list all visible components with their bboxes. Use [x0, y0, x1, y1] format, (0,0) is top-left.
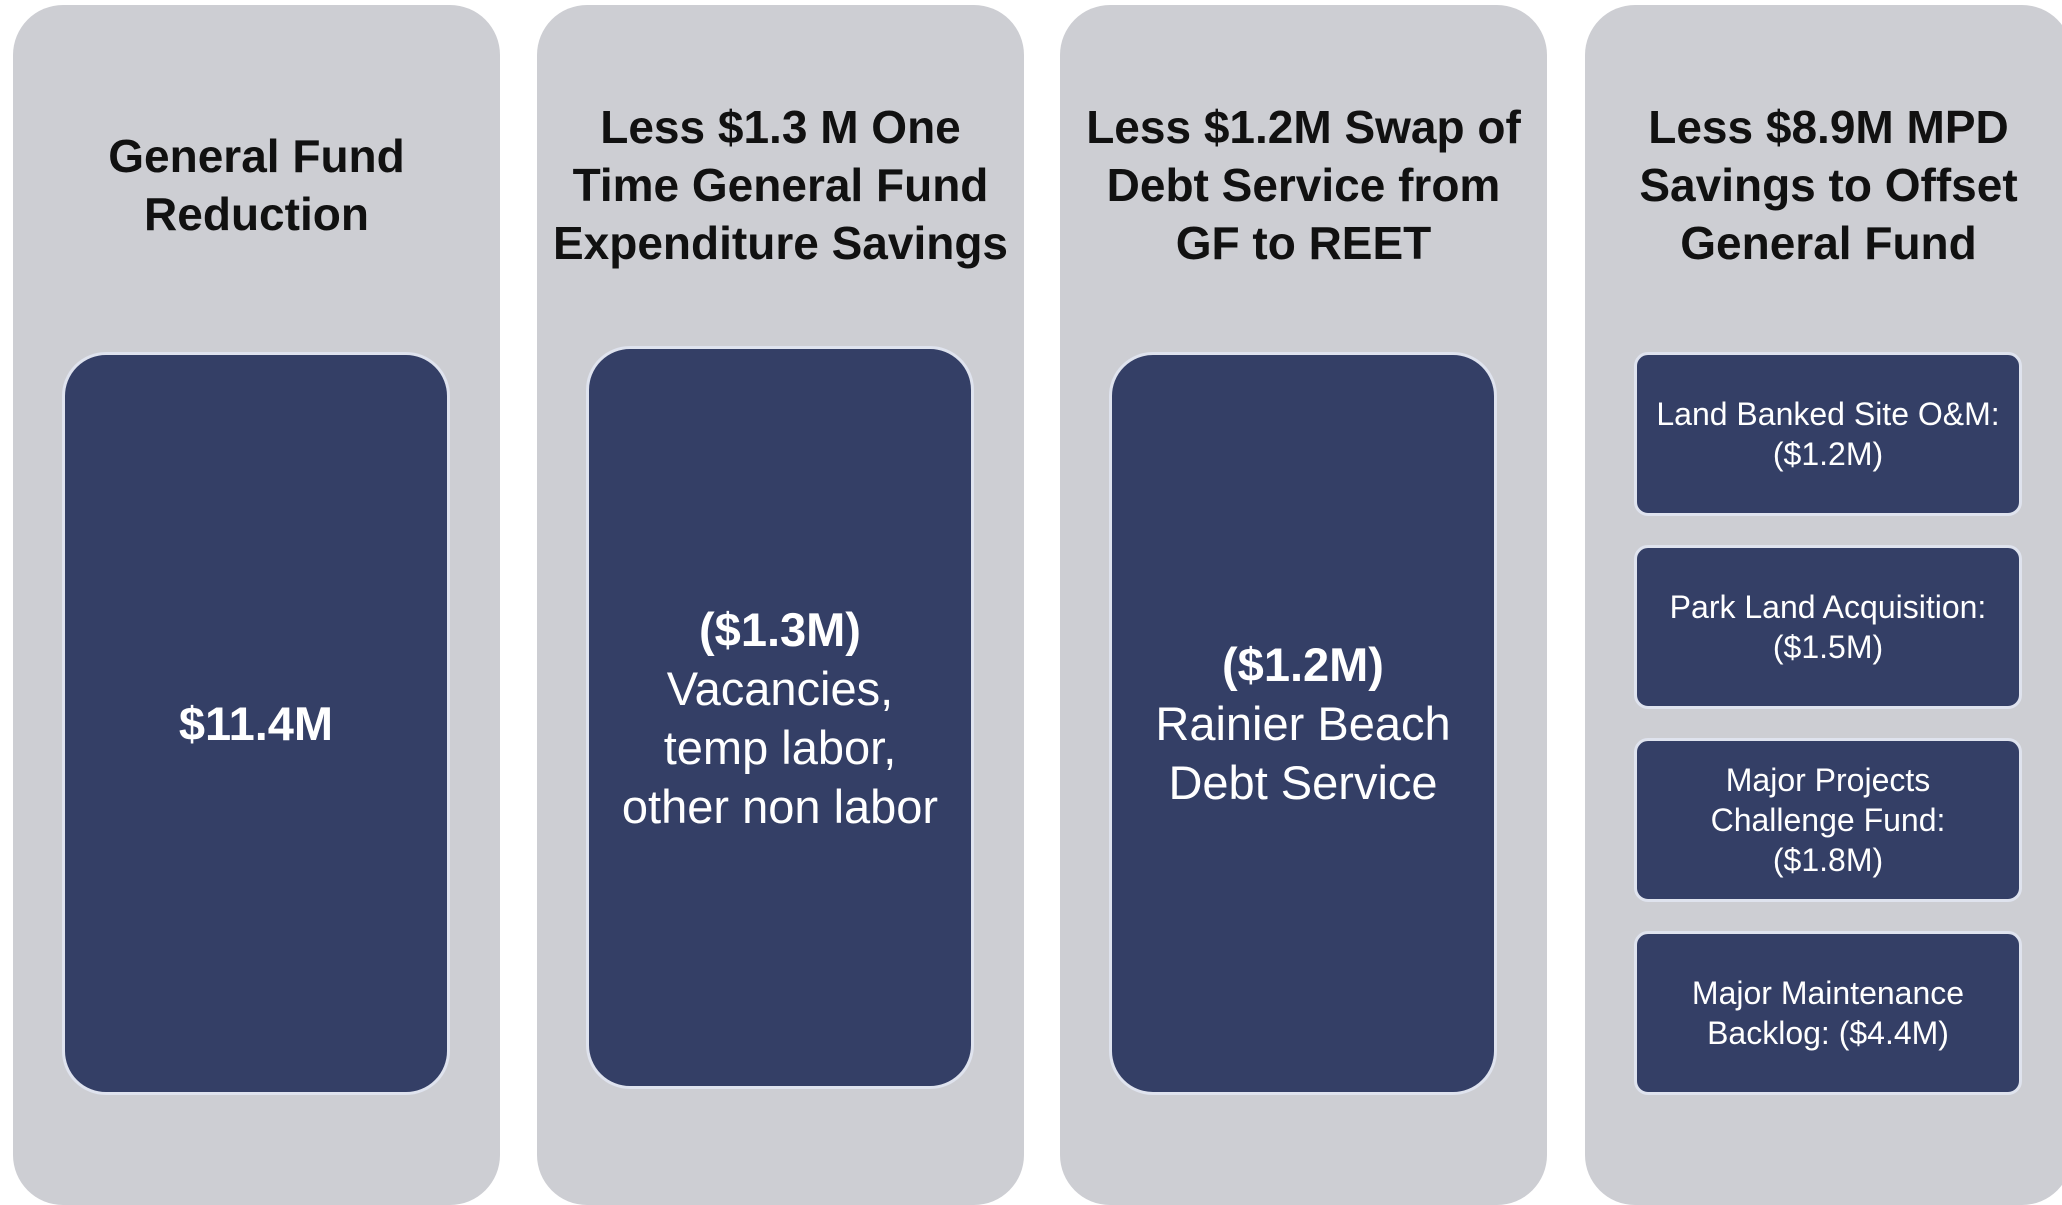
box: Major Maintenance Backlog: ($4.4M): [1634, 931, 2022, 1095]
column-title: Less $8.9M MPD Savings to Offset General F…: [1585, 95, 2062, 275]
box-heading: $11.4M: [178, 697, 334, 750]
box-line: ($1.5M): [1772, 629, 1884, 665]
title-line: General Fund: [108, 130, 405, 182]
title-line: Savings to Offset: [1639, 159, 2018, 211]
column: General Fund Reduction $11.4M: [13, 5, 500, 1205]
column-title: General Fund Reduction: [13, 95, 500, 275]
box-line: Park Land Acquisition:: [1669, 589, 1987, 625]
box-line: Land Banked Site O&M:: [1656, 396, 2000, 432]
column-title: Less $1.3 M One Time General Fund Expendit…: [537, 95, 1024, 275]
title-line: Reduction: [144, 188, 369, 240]
column: Less $1.3 M One Time General Fund Expendit…: [537, 5, 1024, 1205]
box-heading: ($1.3M): [699, 602, 861, 656]
title-line: GF to REET: [1175, 217, 1432, 269]
box: Major Projects Challenge Fund: ($1.8M): [1634, 738, 2022, 902]
box-line: ($1.8M): [1772, 842, 1884, 878]
title-line: Debt Service from: [1106, 159, 1501, 211]
page: General Fund Reduction $11.4M Less $1.3 M O…: [13, 5, 2062, 1205]
box: Land Banked Site O&M: ($1.2M): [1634, 352, 2022, 516]
box-heading: ($1.2M): [1222, 638, 1384, 691]
box-line: Backlog: ($4.4M): [1707, 1015, 1949, 1051]
title-line: Time General Fund: [572, 159, 989, 211]
box: ($1.2M) Rainier Beach Debt Service: [1109, 352, 1497, 1095]
box: Park Land Acquisition: ($1.5M): [1634, 545, 2022, 709]
box-line: ($1.2M): [1772, 436, 1884, 472]
box-line: Major Projects: [1725, 762, 1931, 798]
box-line: Rainier Beach: [1155, 697, 1451, 750]
title-line: General Fund: [1680, 217, 1977, 269]
title-line: Less $8.9M MPD: [1648, 101, 2009, 153]
column-title: Less $1.2M Swap of Debt Service from GF to…: [1060, 95, 1547, 275]
title-line: Expenditure Savings: [552, 217, 1008, 269]
title-line: Less $1.3 M One: [600, 101, 961, 153]
title-line: Less $1.2M Swap of: [1086, 101, 1521, 153]
box-line: other non labor: [621, 779, 939, 833]
column: Less $1.2M Swap of Debt Service from GF to…: [1060, 5, 1547, 1205]
box-line: Major Maintenance: [1691, 975, 1965, 1011]
box-line: temp labor,: [663, 720, 897, 774]
column: Less $8.9M MPD Savings to Offset General F…: [1585, 5, 2062, 1205]
box: ($1.3M) Vacancies, temp labor, other non la…: [586, 346, 974, 1089]
box-line: Vacancies,: [666, 661, 894, 715]
box: $11.4M: [62, 352, 450, 1095]
box-line: Debt Service: [1168, 756, 1438, 809]
box-line: Challenge Fund:: [1710, 802, 1946, 838]
